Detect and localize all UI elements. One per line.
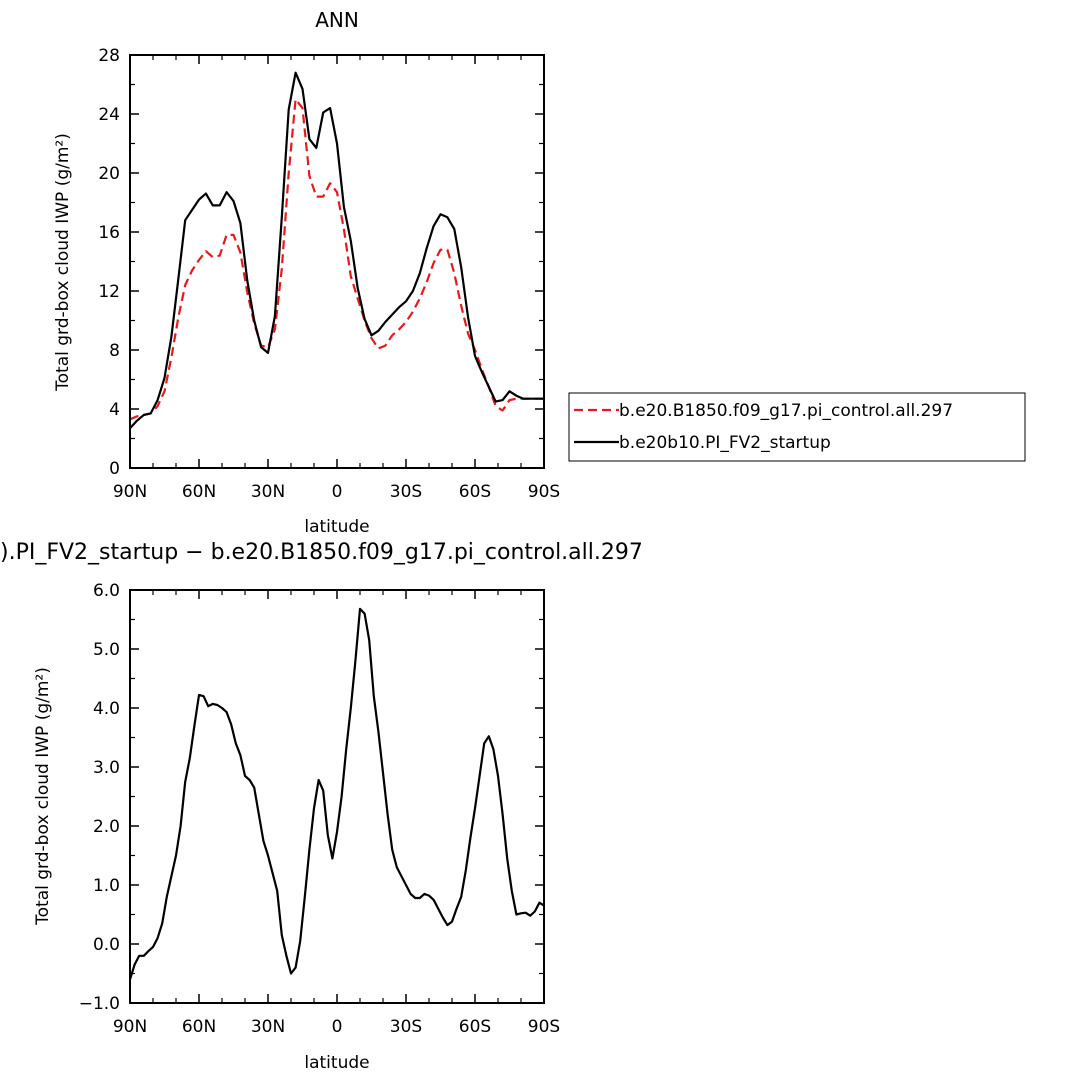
bottom-series-line-0 [128, 607, 545, 980]
top-y-tick-label: 12 [98, 282, 120, 302]
bottom-x-tick-label: 90N [113, 1017, 147, 1037]
legend: b.e20.B1850.f09_g17.pi_control.all.297 b.… [568, 392, 1026, 462]
top-chart-title: ANN [315, 8, 359, 32]
bottom-y-tick-label: 5.0 [93, 640, 120, 660]
bottom-x-tick-label: 0 [332, 1017, 343, 1037]
bottom-plot-frame [129, 589, 545, 1004]
legend-label-1: b.e20b10.PI_FV2_startup [619, 433, 831, 453]
top-x-tick-label: 30N [251, 482, 285, 502]
top-series-line-1 [129, 71, 544, 429]
top-y-tick-label: 24 [98, 105, 120, 125]
top-x-axis-label: latitude [304, 517, 369, 537]
top-y-axis-label: Total grd-box cloud IWP (g/m²) [53, 133, 73, 392]
top-series-group [129, 71, 544, 429]
bottom-y-tick-label: −1.0 [79, 994, 120, 1014]
legend-box [568, 392, 1026, 462]
bottom-x-tick-label: 90S [528, 1017, 560, 1037]
top-x-tick-label: 90N [113, 482, 147, 502]
bottom-x-tick-label: 30N [251, 1017, 285, 1037]
bottom-axis-ticks: 90N 60N 30N 0 30S 60S 90S −1.0 0.0 1.0 2.0 3.0 4.0 5.… [79, 581, 561, 1037]
legend-items: b.e20.B1850.f09_g17.pi_control.all.297 b.… [574, 401, 953, 453]
bottom-y-tick-label: 2.0 [93, 817, 120, 837]
top-y-tick-label: 8 [109, 341, 120, 361]
top-y-tick-label: 0 [109, 459, 120, 479]
top-x-tick-label: 0 [332, 482, 343, 502]
top-x-tick-label: 30S [390, 482, 422, 502]
bottom-series-group [128, 607, 545, 980]
top-y-tick-label: 28 [98, 46, 120, 66]
bottom-x-tick-label: 60N [182, 1017, 216, 1037]
top-x-tick-label: 60S [459, 482, 491, 502]
top-x-tick-label: 90S [528, 482, 560, 502]
top-y-tick-label: 16 [98, 223, 120, 243]
bottom-y-axis-label: Total grd-box cloud IWP (g/m²) [33, 667, 53, 926]
bottom-y-tick-label: 6.0 [93, 581, 120, 601]
panel-difference: ).PI_FV2_startup − b.e20.B1850.f09_g17.p… [0, 540, 643, 1073]
panel-annual-mean: ANN 90N 60N 30N 0 30S 60S 90S 0 4 8 12 16 20 24 28 lat… [53, 8, 560, 537]
bottom-y-tick-label: 0.0 [93, 935, 120, 955]
top-x-tick-label: 60N [182, 482, 216, 502]
bottom-x-tick-label: 60S [459, 1017, 491, 1037]
bottom-y-tick-label: 3.0 [93, 758, 120, 778]
bottom-x-axis-label: latitude [304, 1053, 369, 1073]
bottom-y-tick-label: 1.0 [93, 876, 120, 896]
top-y-tick-label: 4 [109, 400, 120, 420]
top-axis-ticks: 90N 60N 30N 0 30S 60S 90S 0 4 8 12 16 20 24 28 [98, 46, 560, 502]
bottom-x-tick-label: 30S [390, 1017, 422, 1037]
top-plot-frame [129, 54, 545, 469]
legend-label-0: b.e20.B1850.f09_g17.pi_control.all.297 [619, 401, 953, 421]
bottom-chart-title: ).PI_FV2_startup − b.e20.B1850.f09_g17.p… [0, 540, 643, 565]
top-y-tick-label: 20 [98, 164, 120, 184]
bottom-y-tick-label: 4.0 [93, 699, 120, 719]
